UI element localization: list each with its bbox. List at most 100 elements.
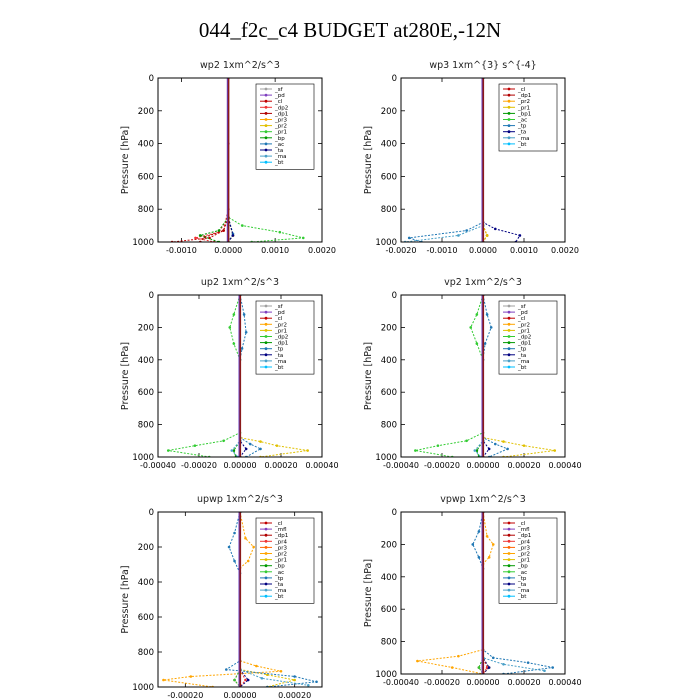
series-point: [315, 680, 318, 684]
y-axis-label: Pressure [hPa]: [120, 126, 131, 194]
legend-entry: _pr4: [517, 539, 531, 545]
series-point: [230, 449, 234, 452]
series-point: [242, 313, 246, 316]
chart-panel-3: up2 1xm^2/s^3 Pressure [hPa] 0 200 400 600 800…: [120, 277, 339, 470]
chart-panel-6: vpwp 1xm^2/s^3 Pressure [hPa] 0 200 400 600 80…: [363, 494, 582, 687]
legend-entry: _pd: [274, 310, 285, 316]
series-point: [232, 449, 236, 452]
y-tick-label: 600: [381, 388, 397, 398]
legend-entry: _ta: [517, 353, 526, 359]
x-tick-label: -0.00020: [424, 678, 460, 687]
y-tick-label: 0: [149, 508, 154, 518]
x-tick-label: 0.00000: [223, 691, 256, 700]
series-point: [416, 659, 419, 663]
series-point: [208, 236, 211, 240]
series-point: [414, 449, 417, 452]
y-tick-label: 600: [381, 605, 397, 615]
series-group: [416, 512, 554, 674]
series-point: [233, 678, 236, 682]
series-point: [489, 326, 493, 329]
x-tick-label: 0.00040: [305, 461, 338, 470]
legend-entry: _ta: [274, 582, 283, 588]
x-tick-label: 0.00020: [264, 461, 297, 470]
legend-marker: [264, 533, 268, 537]
series-line-cl: [172, 78, 229, 242]
y-tick-label: 1000: [375, 670, 397, 680]
series-point: [518, 234, 522, 237]
x-tick-label: 0.00040: [548, 461, 581, 470]
legend-entry: _pd: [274, 93, 285, 99]
y-axis-label: Pressure [hPa]: [363, 126, 374, 194]
legend-marker: [507, 105, 511, 109]
series-line-dp1: [199, 78, 229, 242]
legend-entry: _bt: [517, 142, 527, 148]
legend-marker: [264, 552, 268, 555]
x-tick-label: -0.00020: [424, 461, 460, 470]
legend-marker: [264, 341, 268, 344]
legend-entry: _pr2: [274, 552, 287, 558]
plot-frame: [400, 511, 566, 675]
series-point: [232, 342, 236, 345]
y-tick-label: 0: [149, 291, 154, 301]
legend-marker: [264, 365, 268, 369]
series-point: [222, 229, 225, 232]
series-line-dp2: [195, 78, 229, 242]
panel-title: vpwp 1xm^2/s^3: [440, 494, 526, 505]
y-tick-label: 800: [381, 421, 397, 431]
series-point: [477, 666, 481, 669]
legend-marker: [264, 322, 268, 326]
series-line-dp2: [168, 295, 241, 457]
legend-entry: _bt: [517, 594, 527, 600]
legend-entry: _cl: [274, 521, 283, 527]
series-point: [450, 666, 454, 669]
y-tick-label: 1000: [132, 683, 154, 693]
series-point: [279, 669, 283, 673]
panel-title: vp2 1xm^2/s^3: [444, 277, 522, 288]
legend-entry: _tp: [517, 347, 527, 353]
chart-panel-4: vp2 1xm^2/s^3 Pressure [hPa] 0 200 400 600 800…: [363, 277, 582, 470]
legend-entry: _pr1: [517, 328, 530, 334]
plot-frame: [400, 77, 566, 243]
series-point: [485, 313, 489, 316]
series-line-pr1: [239, 295, 308, 457]
series-line-ta: [239, 295, 247, 457]
series-point: [231, 234, 235, 237]
series-point: [465, 439, 468, 443]
series-point: [244, 447, 248, 451]
y-tick-label: 400: [381, 356, 397, 366]
plot-frame: [157, 294, 323, 458]
x-tick-label: -0.00040: [383, 678, 419, 687]
x-tick-label: -0.00040: [140, 461, 176, 470]
y-tick-label: 400: [381, 140, 397, 150]
y-tick-label: 200: [138, 323, 154, 333]
legend-marker: [507, 304, 511, 308]
series-line-dp1: [233, 295, 241, 457]
y-tick-label: 0: [149, 74, 154, 84]
legend-marker: [507, 353, 511, 357]
series-point: [485, 535, 489, 538]
x-tick-label: -0.0010: [427, 246, 458, 255]
panel-title: wp3 1xm^{3} s^{-4}: [429, 60, 536, 71]
y-tick-label: 800: [381, 205, 397, 215]
series-point: [307, 683, 310, 687]
legend-marker: [264, 527, 268, 531]
legend-marker: [507, 341, 511, 344]
legend-entry: _pr2: [517, 552, 530, 558]
legend-marker: [264, 594, 268, 598]
legend-marker: [507, 316, 511, 320]
legend-entry: _ac: [517, 570, 527, 576]
legend-entry: _tp: [274, 347, 284, 353]
legend-entry: _dp1: [517, 341, 531, 347]
legend-marker: [264, 347, 268, 351]
legend-entry: _ac: [274, 570, 284, 576]
legend-marker: [507, 142, 511, 146]
legend-marker: [507, 112, 511, 115]
legend-entry: _cl: [517, 316, 526, 322]
legend-marker: [507, 335, 511, 338]
y-axis-label: Pressure [hPa]: [363, 342, 374, 410]
y-tick-label: 800: [138, 648, 154, 658]
legend-marker: [507, 329, 511, 332]
series-line-dp2: [415, 295, 484, 457]
legend-marker: [264, 329, 268, 332]
series-line-ta: [482, 512, 490, 674]
